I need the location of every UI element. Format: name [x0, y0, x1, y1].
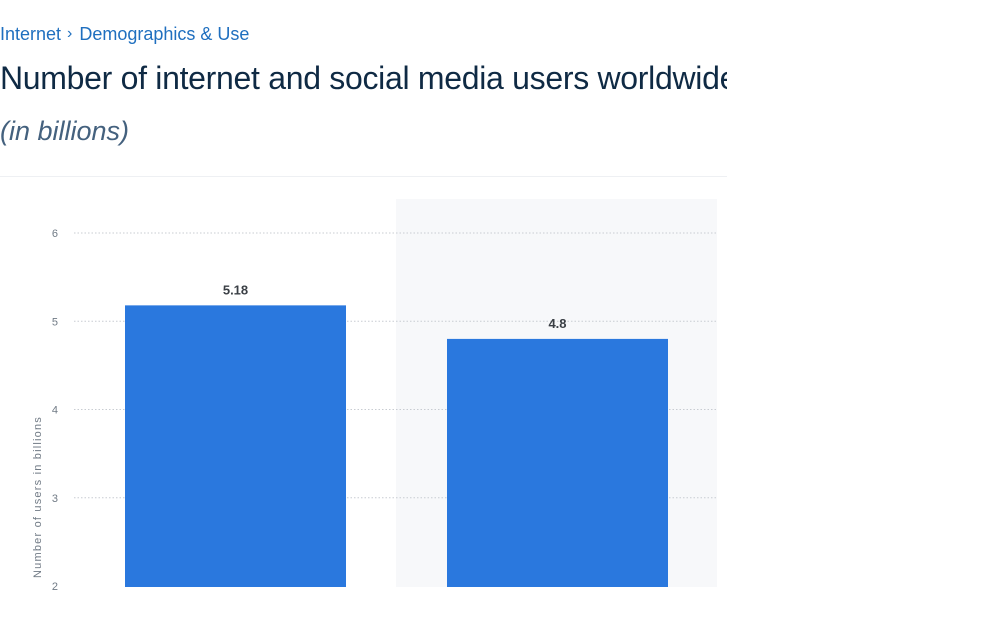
bar-chart: 2 3 4 5 6 5.18 4.8 Number of users in billions: [32, 199, 717, 593]
y-tick-label: 4: [52, 405, 58, 417]
bar[interactable]: [125, 305, 346, 587]
bar-data-label: 4.8: [548, 316, 566, 331]
y-tick-label: 5: [52, 316, 58, 328]
breadcrumb: Internet › Demographics & Use: [0, 22, 249, 46]
y-tick-label: 3: [52, 493, 58, 505]
breadcrumb-separator-icon: ›: [67, 25, 73, 42]
breadcrumb-link-internet[interactable]: Internet: [0, 23, 62, 44]
breadcrumb-link-demographics-use[interactable]: Demographics & Use: [79, 23, 250, 44]
page-subtitle: (in billions): [0, 116, 130, 146]
y-tick-label: 2: [52, 581, 58, 593]
y-axis-label: Number of users in billions: [32, 416, 44, 578]
page-frame: Internet › Demographics & Use Number of …: [0, 22, 727, 630]
bar-data-label: 5.18: [223, 282, 248, 297]
chart-panel: 2 3 4 5 6 5.18 4.8 Number of users in billions: [0, 176, 727, 630]
y-tick-label: 6: [52, 228, 58, 240]
page-title: Number of internet and social media user…: [0, 60, 727, 96]
bar[interactable]: [447, 338, 668, 587]
